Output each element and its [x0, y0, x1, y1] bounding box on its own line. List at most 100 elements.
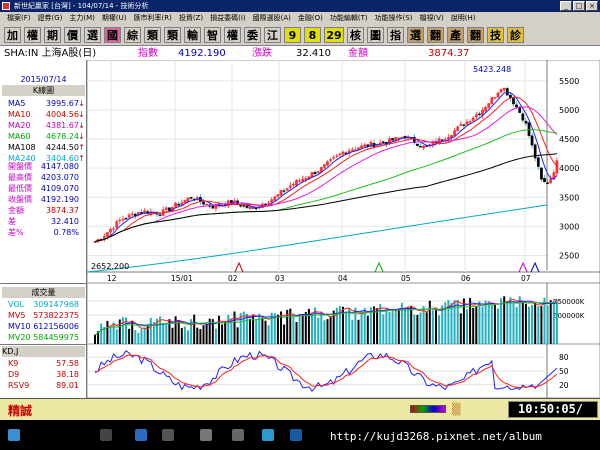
- menu-item[interactable]: 期權(U): [101, 14, 127, 22]
- toolbar-button[interactable]: 選: [407, 27, 424, 43]
- taskbar-app-icon[interactable]: [290, 429, 302, 441]
- volume-bar: [149, 317, 152, 344]
- menu-item[interactable]: 說明(H): [450, 14, 476, 22]
- volume-bar: [128, 328, 131, 344]
- volume-bar: [490, 305, 493, 344]
- volume-row: MV10 612156006: [2, 321, 85, 332]
- y-tick-label: 4500: [559, 135, 579, 144]
- toolbar-button[interactable]: 翻: [427, 27, 444, 43]
- window-title: 新世紀贏家 [台灣] - 104/07/14 - 技術分析: [14, 2, 149, 10]
- peak-label: 5423.248: [473, 65, 511, 74]
- menu-item[interactable]: 匯市利率(R): [133, 14, 172, 22]
- volume-bar: [357, 319, 360, 344]
- ma-value: 3995.67: [45, 99, 79, 108]
- menu-item[interactable]: 證券(G): [37, 14, 63, 22]
- volume-bar: [481, 306, 484, 344]
- menu-item[interactable]: 損益委碼(I): [210, 14, 246, 22]
- menu-item[interactable]: 投資(Z): [178, 14, 204, 22]
- candle-body: [245, 205, 249, 208]
- candle-body: [447, 137, 450, 139]
- toolbar-button[interactable]: 翻: [467, 27, 484, 43]
- candle-body: [474, 114, 478, 118]
- toolbar-button[interactable]: 類: [164, 27, 181, 43]
- menu-item[interactable]: 功能編輯(T): [329, 14, 368, 22]
- toolbar-button[interactable]: 智: [204, 27, 221, 43]
- ohlc-label: 收盤價: [8, 195, 32, 204]
- volume-chart[interactable]: 750000K 500000K: [87, 283, 600, 344]
- volume-bar: [531, 304, 534, 344]
- ma-row: MA20 4381.67 ↓: [2, 120, 85, 131]
- toolbar-button[interactable]: 綜: [124, 27, 141, 43]
- menu-item[interactable]: 檔視(V): [419, 14, 444, 22]
- x-tick-label: 05: [401, 274, 411, 283]
- date-label: 2015/07/14: [20, 75, 67, 84]
- taskbar-app-icon[interactable]: [162, 429, 174, 441]
- kline-title[interactable]: K線圖: [2, 85, 85, 96]
- candle-body: [512, 98, 515, 105]
- toolbar-button[interactable]: 指: [387, 27, 404, 43]
- volume-row: MV20 584459975: [2, 332, 85, 343]
- toolbar-button[interactable]: 產: [447, 27, 464, 43]
- taskbar-app-icon[interactable]: [262, 429, 274, 441]
- volume-bar: [304, 311, 307, 344]
- menu-item[interactable]: 功能操作(S): [374, 14, 413, 22]
- toolbar-button[interactable]: 國: [104, 27, 121, 43]
- kd-tick-label: 80: [559, 353, 569, 362]
- candlestick-chart[interactable]: 5500 5000 4500 4000 3500 3000 2500 12 15/01 02 03 0…: [87, 60, 600, 283]
- kd-label: RSV9: [8, 381, 30, 390]
- volume-bar: [174, 316, 177, 344]
- toolbar-button[interactable]: 權: [224, 27, 241, 43]
- toolbar-button[interactable]: 診: [507, 27, 524, 43]
- toolbar-button[interactable]: 權: [24, 27, 41, 43]
- taskbar-app-icon[interactable]: [232, 429, 244, 441]
- close-button[interactable]: ×: [586, 1, 598, 11]
- taskbar-app-icon[interactable]: [135, 429, 147, 441]
- volume-bar: [298, 315, 301, 344]
- kd-title[interactable]: KD,J: [2, 346, 85, 357]
- y-tick-label: 5000: [559, 106, 579, 115]
- menu-item[interactable]: 檔案(F): [7, 14, 31, 22]
- volume-bar: [376, 308, 379, 344]
- volume-bar: [410, 305, 413, 344]
- toolbar-button[interactable]: 期: [44, 27, 61, 43]
- toolbar-button[interactable]: 選: [84, 27, 101, 43]
- kd-chart[interactable]: 80 50 20: [87, 344, 600, 398]
- volume-title[interactable]: 成交量: [2, 287, 85, 298]
- ma-row: MA5 3995.67 ↓: [2, 98, 85, 109]
- clock-text: 10:50:05/: [518, 402, 584, 416]
- menu-item[interactable]: 主力(M): [69, 14, 95, 22]
- candle-body: [505, 88, 509, 96]
- ohlc-row: 最低價 4109.070: [2, 183, 85, 194]
- volume-bar: [118, 319, 121, 344]
- candle-body: [93, 241, 97, 243]
- volume-bar: [521, 301, 524, 344]
- taskbar-app-icon[interactable]: [100, 429, 112, 441]
- volume-bar: [199, 329, 202, 344]
- volume-bar: [295, 322, 298, 344]
- toolbar-button[interactable]: 價: [64, 27, 81, 43]
- toolbar-button[interactable]: 核: [347, 27, 364, 43]
- toolbar-button[interactable]: 類: [144, 27, 161, 43]
- candle-body: [205, 203, 208, 206]
- taskbar-app-icon[interactable]: [200, 429, 212, 441]
- toolbar-button[interactable]: 江: [264, 27, 281, 43]
- volume-bar: [171, 327, 174, 344]
- ohlc-row: 差 32.410: [2, 216, 85, 227]
- volume-bar: [518, 296, 521, 344]
- maximize-button[interactable]: □: [573, 1, 585, 11]
- menu-item[interactable]: 金融(O): [297, 14, 323, 22]
- minimize-button[interactable]: _: [560, 1, 572, 11]
- toolbar-button[interactable]: 技: [487, 27, 504, 43]
- toolbar-button[interactable]: 圖: [367, 27, 384, 43]
- toolbar-button[interactable]: 8: [304, 27, 321, 43]
- candle-body: [360, 145, 363, 149]
- toolbar-button[interactable]: 輸: [184, 27, 201, 43]
- start-icon[interactable]: [8, 429, 20, 441]
- kd-value: 57.58: [56, 359, 79, 368]
- toolbar-button[interactable]: 9: [284, 27, 301, 43]
- toolbar-button[interactable]: 加: [4, 27, 21, 43]
- toolbar-button[interactable]: 29: [324, 27, 344, 43]
- menu-item[interactable]: 國際選股(A): [252, 14, 291, 22]
- toolbar-button[interactable]: 委: [244, 27, 261, 43]
- volume-bar: [317, 317, 320, 344]
